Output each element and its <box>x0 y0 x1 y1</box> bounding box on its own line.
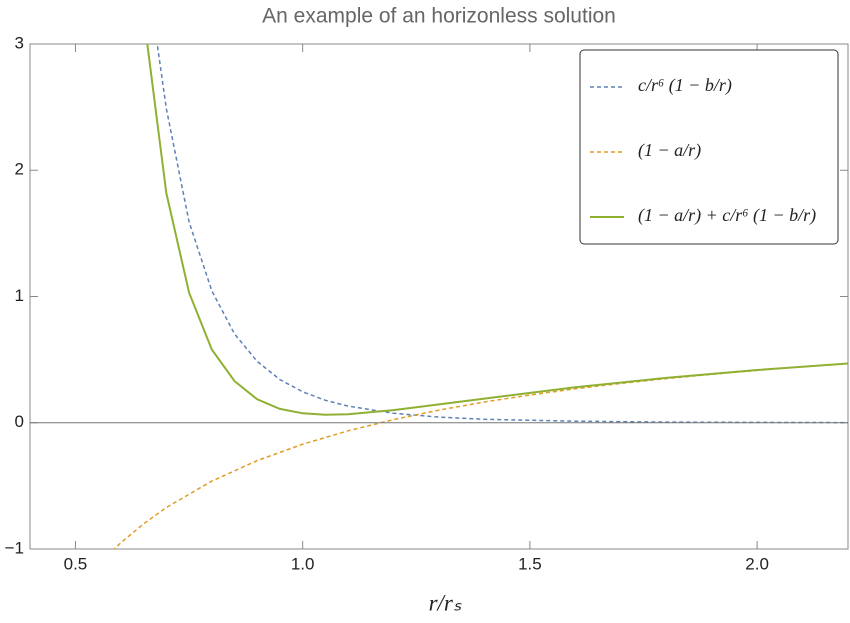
y-tick-label: 1 <box>15 286 24 305</box>
x-tick-label: 1.0 <box>291 554 315 573</box>
y-tick-label: 3 <box>15 33 24 52</box>
line-series <box>146 44 848 416</box>
y-tick-label: 2 <box>15 160 24 179</box>
y-tick-label: −1 <box>5 538 24 557</box>
x-tick-label: 0.5 <box>64 554 88 573</box>
legend-label: (1 − a/r) <box>638 140 701 161</box>
plot-area <box>113 44 848 549</box>
legend-label: (1 − a/r) + c/r⁶ (1 − b/r) <box>638 205 816 226</box>
chart-title: An example of an horizonless solution <box>262 5 616 28</box>
legend-label: c/r⁶ (1 − b/r) <box>638 75 732 96</box>
x-tick-label: 2.0 <box>745 554 769 573</box>
line-series <box>113 362 848 549</box>
legend-box <box>579 49 839 245</box>
y-tick-label: 0 <box>15 412 24 431</box>
x-tick-label: 1.5 <box>518 554 542 573</box>
line-series <box>156 44 848 424</box>
x-axis-label: r/rₛ <box>429 590 462 615</box>
